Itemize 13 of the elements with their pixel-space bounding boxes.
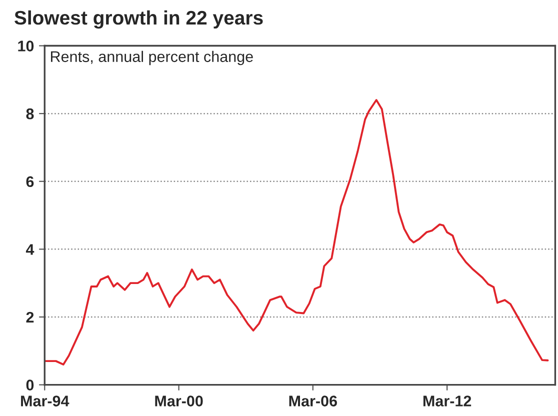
line-series [44, 99, 549, 366]
y-tick-label: 10 [18, 40, 34, 52]
x-tick-label: Mar-94 [21, 396, 70, 406]
y-tick-label: 2 [26, 312, 34, 323]
y-tick-label: 8 [26, 108, 34, 120]
y-tick-label: 6 [26, 176, 34, 188]
x-tick-label: Mar-00 [155, 396, 203, 406]
y-tick-label: 4 [26, 244, 34, 255]
chart-title: Slowest growth in 22 years [14, 10, 263, 29]
x-tick-label: Mar-12 [423, 396, 472, 406]
annotation: Rents, annual percent change [51, 50, 253, 66]
x-tick-label: Mar-06 [289, 396, 337, 406]
y-tick-label: 0 [26, 380, 34, 390]
